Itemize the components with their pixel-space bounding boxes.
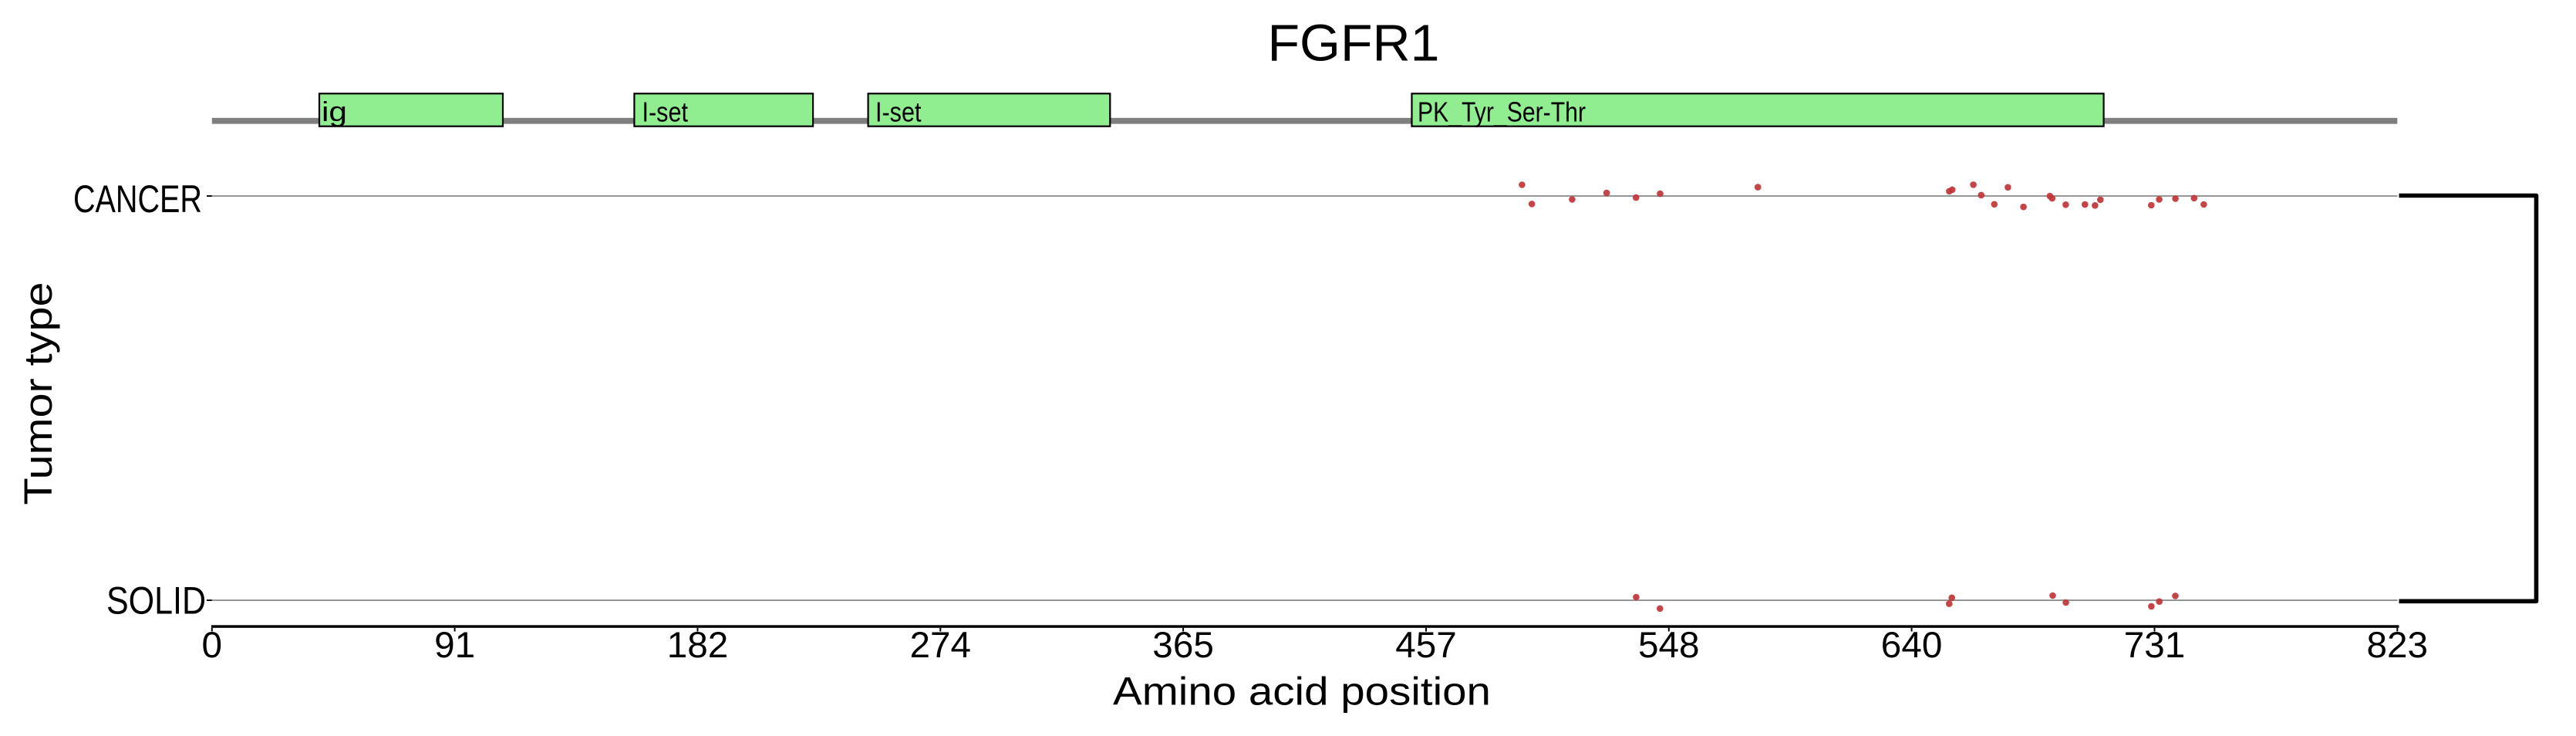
svg-text:FGFR1: FGFR1 — [1268, 15, 1440, 73]
svg-text:I-set: I-set — [875, 96, 922, 128]
svg-text:274: 274 — [910, 625, 972, 666]
svg-text:731: 731 — [2124, 625, 2186, 666]
svg-text:457: 457 — [1395, 625, 1457, 666]
svg-text:0: 0 — [202, 625, 223, 666]
svg-text:SOLID: SOLID — [106, 579, 206, 623]
svg-text:ig: ig — [322, 96, 347, 127]
svg-text:CANCER: CANCER — [73, 177, 202, 221]
svg-text:91: 91 — [434, 625, 475, 666]
svg-text:365: 365 — [1152, 625, 1214, 666]
svg-text:823: 823 — [2367, 625, 2429, 666]
svg-text:182: 182 — [667, 625, 729, 666]
svg-text:Tumor type: Tumor type — [16, 282, 60, 505]
svg-text:Amino acid position: Amino acid position — [1113, 670, 1491, 714]
svg-text:548: 548 — [1638, 625, 1700, 666]
svg-text:640: 640 — [1881, 625, 1943, 666]
svg-text:PK_Tyr_Ser-Thr: PK_Tyr_Ser-Thr — [1418, 96, 1586, 128]
svg-text:I-set: I-set — [642, 96, 689, 128]
